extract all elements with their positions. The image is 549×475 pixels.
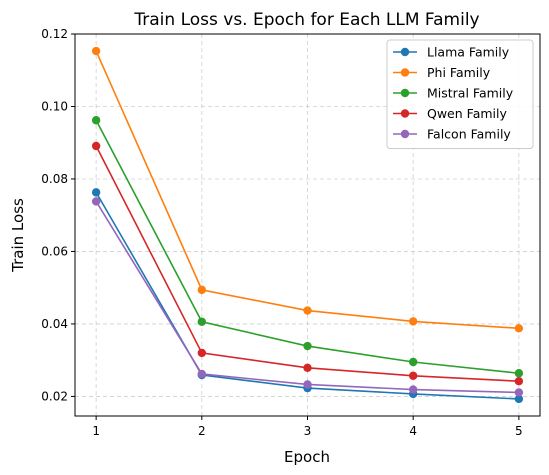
data-point-qwen-family	[91, 141, 101, 151]
data-point-phi-family	[303, 306, 312, 315]
series-qwen-family	[91, 141, 524, 386]
series-falcon-family	[91, 197, 524, 397]
legend-item: Qwen Family	[393, 106, 507, 121]
data-point-qwen-family	[408, 371, 418, 380]
data-point-qwen-family	[303, 363, 312, 372]
axes: 1 2 3 4 5 0.02 0.04 0.06 0.08 0.10 0.12	[41, 27, 522, 438]
data-point-falcon-family	[197, 369, 207, 379]
y-tick-label: 0.06	[41, 244, 68, 258]
x-tick-label: 1	[92, 424, 100, 438]
data-point-qwen-family	[197, 348, 207, 358]
legend-swatch-marker	[400, 129, 410, 139]
data-point-falcon-family	[514, 388, 524, 397]
series-phi-family	[91, 46, 524, 333]
legend-item: Llama Family	[393, 45, 510, 60]
y-tick-label: 0.12	[41, 27, 68, 41]
data-point-mistral-family	[303, 341, 312, 351]
data-point-falcon-family	[408, 385, 418, 394]
legend-label: Qwen Family	[427, 106, 507, 121]
legend-label: Mistral Family	[427, 86, 514, 101]
data-point-phi-family	[408, 317, 418, 326]
data-point-phi-family	[514, 324, 524, 333]
y-tick-label: 0.10	[41, 99, 68, 113]
x-axis-label: Epoch	[284, 448, 330, 466]
data-point-mistral-family	[91, 116, 101, 125]
legend-label: Falcon Family	[427, 127, 511, 142]
data-point-mistral-family	[197, 317, 207, 326]
data-point-phi-family	[91, 46, 101, 56]
y-tick-label: 0.02	[41, 389, 68, 403]
data-point-phi-family	[197, 285, 207, 295]
legend-swatch-marker	[400, 109, 410, 118]
data-point-llama-family	[91, 188, 101, 197]
legend-item: Falcon Family	[393, 127, 511, 142]
x-tick-label: 3	[304, 424, 312, 438]
data-point-llama-family	[514, 394, 524, 404]
data-point-falcon-family	[303, 380, 312, 389]
legend-label: Phi Family	[427, 65, 491, 80]
y-axis-label: Train Loss	[9, 198, 27, 273]
legend-item: Mistral Family	[393, 86, 514, 101]
y-tick-label: 0.04	[41, 317, 68, 331]
legend-box	[386, 39, 534, 149]
legend-swatch-marker	[400, 68, 410, 77]
chart-title: Train Loss vs. Epoch for Each LLM Family	[133, 10, 479, 30]
data-point-qwen-family	[514, 377, 524, 386]
data-point-mistral-family	[514, 369, 524, 378]
legend-item: Phi Family	[393, 65, 491, 80]
x-tick-label: 5	[515, 424, 523, 438]
data-point-mistral-family	[408, 357, 418, 367]
data-point-falcon-family	[91, 197, 101, 206]
x-tick-label: 2	[198, 424, 206, 438]
x-tick-label: 4	[409, 424, 417, 438]
series-lines	[91, 46, 524, 404]
legend-swatch-marker	[400, 47, 410, 57]
legend: Llama Family Phi Family Mistral Family Qwen…	[386, 39, 534, 149]
y-tick-label: 0.08	[41, 172, 68, 186]
legend-swatch-marker	[400, 88, 410, 98]
series-mistral-family	[91, 116, 524, 378]
legend-label: Llama Family	[427, 45, 510, 60]
